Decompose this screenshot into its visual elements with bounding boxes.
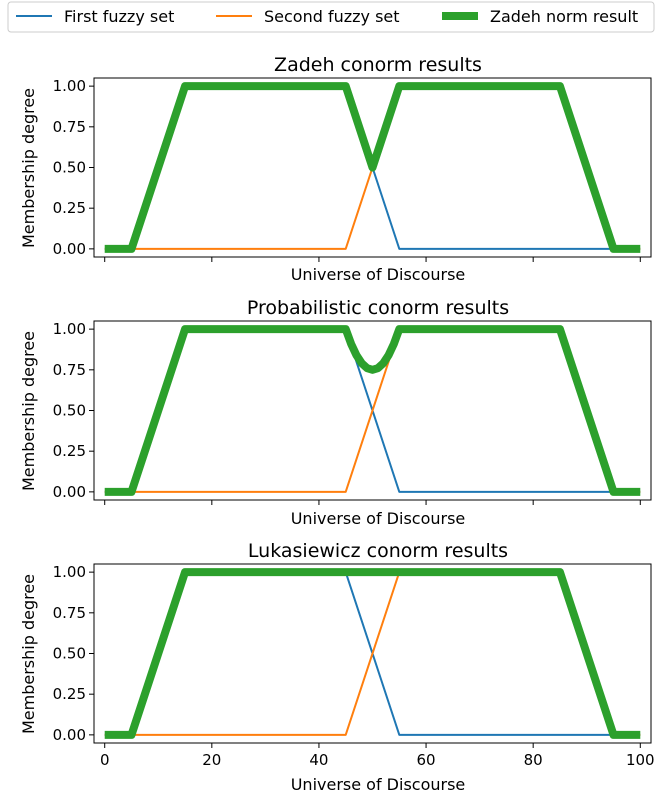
series-group (104, 325, 641, 496)
y-axis-label: Membership degree (19, 331, 38, 491)
series-group (104, 82, 641, 253)
y-tick-label: 0.75 (53, 604, 86, 622)
series-line-second-fuzzy-set (104, 328, 641, 493)
y-tick-label: 1.00 (53, 563, 86, 581)
y-tick-label: 1.00 (53, 77, 86, 95)
chart-marks: 0.00 0.25 0.50 0.75 1.00 (53, 77, 652, 262)
x-tick-label: 60 (417, 751, 436, 769)
y-tick-label: 0.25 (53, 199, 86, 217)
legend-label-zadeh-norm-result: Zadeh norm result (490, 7, 638, 26)
x-tick-label: 80 (524, 751, 543, 769)
y-tick-label: 0.75 (53, 118, 86, 136)
y-tick-label: 0.00 (53, 726, 86, 744)
y-tick-label: 0.00 (53, 483, 86, 501)
x-tick-label: 0 (100, 751, 110, 769)
x-axis-label: Universe of Discourse (291, 265, 466, 284)
chart-title: Lukasiewicz conorm results (248, 540, 508, 562)
y-tick-label: 1.00 (53, 320, 86, 338)
y-tick-label: 0.50 (53, 402, 86, 420)
y-tick-label: 0.50 (53, 159, 86, 177)
chart-panel-zadeh: Zadeh conorm results 0.00 0.25 0.50 0.75 1.0… (19, 54, 652, 284)
series-line-zadeh-norm-result (104, 82, 641, 253)
y-tick-label: 0.25 (53, 442, 86, 460)
x-tick-label: 20 (202, 751, 221, 769)
chart-title: Probabilistic conorm results (247, 297, 509, 319)
legend-label-second-fuzzy-set: Second fuzzy set (264, 7, 400, 26)
chart-panel-probabilistic: Probabilistic conorm results 0.00 0.25 0.5… (19, 297, 652, 528)
x-tick-label: 40 (309, 751, 328, 769)
x-axis-label: Universe of Discourse (291, 775, 466, 794)
y-axis-label: Membership degree (19, 574, 38, 734)
series-line-zadeh-norm-result (104, 325, 641, 496)
chart-marks: 0.00 0.25 0.50 0.75 1.00 0 20 40 60 80 100 (53, 563, 655, 769)
legend-frame (7, 1, 655, 33)
x-tick-label: 100 (626, 751, 655, 769)
series-line-second-fuzzy-set (104, 571, 641, 736)
chart-marks: 0.00 0.25 0.50 0.75 1.00 (53, 320, 652, 505)
x-axis-label: Universe of Discourse (291, 509, 466, 528)
y-axis-label: Membership degree (19, 88, 38, 248)
y-tick-label: 0.75 (53, 361, 86, 379)
y-tick-label: 0.50 (53, 645, 86, 663)
series-line-zadeh-norm-result (104, 568, 641, 739)
series-group (104, 568, 641, 739)
legend: First fuzzy set Second fuzzy set Zadeh n… (7, 1, 655, 33)
legend-label-first-fuzzy-set: First fuzzy set (64, 7, 174, 26)
chart-panel-lukasiewicz: Lukasiewicz conorm results 0.000.250.500… (19, 540, 655, 794)
y-tick-label: 0.00 (53, 240, 86, 258)
y-tick-label: 0.25 (53, 685, 86, 703)
chart-title: Zadeh conorm results (274, 54, 482, 76)
